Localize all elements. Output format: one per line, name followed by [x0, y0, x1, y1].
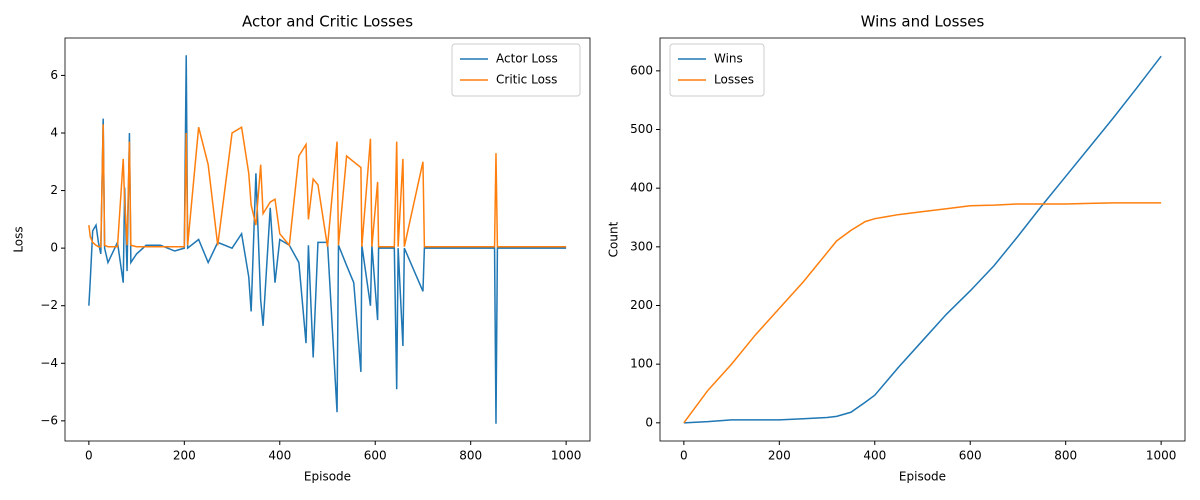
legend-label: Wins [714, 52, 743, 66]
y-axis-label: Count [607, 221, 621, 257]
series-line [88, 124, 567, 248]
y-tick-label: 200 [630, 298, 653, 312]
y-tick-label: 2 [50, 183, 58, 197]
y-tick-label: 100 [630, 357, 653, 371]
y-tick-label: 400 [630, 181, 653, 195]
legend-label: Critic Loss [496, 73, 557, 87]
series-line [683, 202, 1162, 424]
legend: Wins Losses [669, 43, 765, 97]
legend-frame [669, 43, 765, 97]
x-tick-label: 1000 [1146, 449, 1177, 463]
y-tick-label: 0 [50, 241, 58, 255]
y-tick-label: −2 [40, 298, 58, 312]
chart-title: Wins and Losses [861, 13, 985, 31]
x-tick-label: 600 [364, 449, 387, 463]
y-tick-label: 4 [50, 125, 58, 139]
chart-title: Actor and Critic Losses [242, 13, 413, 31]
x-tick-label: 0 [85, 449, 93, 463]
x-tick-label: 1000 [551, 449, 582, 463]
legend: Actor Loss Critic Loss [451, 43, 581, 97]
series-line [88, 55, 567, 424]
y-tick-label: 500 [630, 122, 653, 136]
x-tick-label: 0 [680, 449, 688, 463]
x-tick-label: 200 [173, 449, 196, 463]
y-tick-label: 300 [630, 239, 653, 253]
y-tick-label: 600 [630, 63, 653, 77]
y-tick-label: −6 [40, 413, 58, 427]
legend-label: Actor Loss [496, 52, 558, 66]
x-axis-label: Episode [899, 470, 946, 484]
y-tick-label: −4 [40, 356, 58, 370]
series-line [683, 55, 1162, 424]
subplot: Wins and Losses Episode Count 0 200 400 600 800… [607, 13, 1186, 484]
legend-label: Losses [714, 73, 754, 87]
legend-frame [451, 43, 581, 97]
x-tick-label: 200 [768, 449, 791, 463]
x-axis-label: Episode [304, 470, 351, 484]
axes-frame [64, 37, 591, 442]
y-tick-label: 0 [645, 415, 653, 429]
y-axis-label: Loss [12, 226, 26, 252]
axes-frame [659, 37, 1186, 442]
x-tick-label: 600 [959, 449, 982, 463]
x-tick-label: 800 [459, 449, 482, 463]
y-tick-label: 6 [50, 68, 58, 82]
x-tick-label: 400 [268, 449, 291, 463]
x-tick-label: 400 [863, 449, 886, 463]
x-tick-label: 800 [1054, 449, 1077, 463]
